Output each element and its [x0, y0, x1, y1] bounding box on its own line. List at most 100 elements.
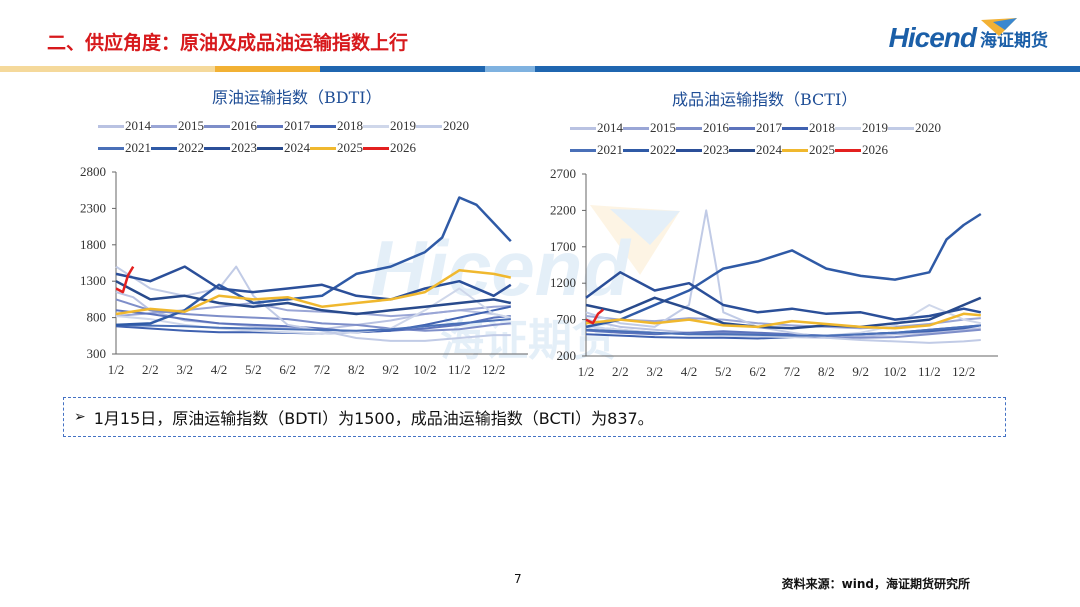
y-tick-label: 1300 — [80, 273, 106, 288]
series-line-2021 — [585, 324, 981, 337]
legend-label: 2023 — [231, 140, 257, 155]
series-line-2026 — [115, 265, 135, 294]
x-tick-label: 11/2 — [448, 362, 471, 377]
x-tick-label: 4/2 — [211, 362, 228, 377]
x-tick-label: 6/2 — [279, 362, 296, 377]
source-note: 资料来源：wind，海证期货研究所 — [781, 577, 970, 591]
legend-swatch — [204, 146, 230, 150]
series-line-2019 — [115, 287, 512, 335]
chart-bdti: 300 800 1300 1800 2300 2800 1/2 2/2 3/2 4/2 5/2 6/2… — [80, 164, 528, 377]
y-tick-label: 1700 — [550, 239, 576, 254]
legend-item-2021: 2021 — [570, 142, 623, 158]
legend-label: 2022 — [650, 142, 676, 157]
legend-item-2024: 2024 — [257, 140, 310, 156]
brand-name-en: Hicend — [888, 22, 977, 53]
x-tick-label: 1/2 — [108, 362, 125, 377]
series-line-2022 — [115, 196, 512, 327]
x-tick-label: 3/2 — [646, 364, 663, 379]
legend-item-2014: 2014 — [98, 118, 151, 134]
legend-label: 2020 — [915, 120, 941, 135]
legend-swatch — [151, 124, 177, 128]
legend-label: 2016 — [231, 118, 257, 133]
y-tick-label: 800 — [87, 310, 107, 325]
series-line-2024 — [585, 296, 982, 330]
series-line-2020 — [115, 265, 511, 342]
x-tick-label: 5/2 — [715, 364, 732, 379]
x-tick-label: 8/2 — [348, 362, 365, 377]
legend-label: 2023 — [703, 142, 729, 157]
legend-item-2025: 2025 — [782, 142, 835, 158]
legend-swatch — [782, 126, 808, 130]
legend-label: 2017 — [284, 118, 310, 133]
summary-note: ➢ 1月15日，原油运输指数（BDTI）为1500，成品油运输指数（BCTI）为… — [63, 397, 1006, 437]
legend-swatch — [570, 126, 596, 130]
legend-label: 2025 — [809, 142, 835, 157]
legend-item-2024: 2024 — [729, 142, 782, 158]
x-tick-label: 1/2 — [578, 364, 595, 379]
legend-swatch — [310, 124, 336, 128]
legend-swatch — [835, 126, 861, 130]
legend-label: 2021 — [125, 140, 151, 155]
legend-item-2017: 2017 — [729, 120, 782, 136]
summary-text: 1月15日，原油运输指数（BDTI）为1500，成品油运输指数（BCTI）为83… — [93, 409, 654, 428]
series-line-2025 — [115, 269, 512, 316]
legend-item-2017: 2017 — [257, 118, 310, 134]
y-tick-label: 2800 — [80, 164, 106, 179]
x-tick-label: 10/2 — [883, 364, 906, 379]
page-number: 7 — [514, 572, 522, 586]
y-tick-label: 2700 — [550, 166, 576, 181]
legend-swatch — [416, 124, 442, 128]
legend-swatch — [363, 124, 389, 128]
legend-item-2022: 2022 — [623, 142, 676, 158]
legend-swatch — [676, 126, 702, 130]
y-tick-label: 2200 — [550, 202, 576, 217]
x-tick-label: 5/2 — [245, 362, 262, 377]
x-tick-label: 4/2 — [681, 364, 698, 379]
x-tick-label: 10/2 — [413, 362, 436, 377]
legend-swatch — [835, 148, 861, 152]
legend-item-2025: 2025 — [310, 140, 363, 156]
legend-swatch — [204, 124, 230, 128]
brand-mark-icon — [980, 18, 1017, 36]
legend-label: 2018 — [809, 120, 835, 135]
legend-label: 2022 — [178, 140, 204, 155]
legend-bcti: 2014 2015 2016 2017 2018 2019 2020 2021 2022 2023… — [570, 117, 941, 161]
legend-item-2023: 2023 — [204, 140, 257, 156]
brand-logo: Hicend 海证期货 — [888, 18, 1048, 54]
legend-swatch — [676, 148, 702, 152]
legend-swatch — [363, 146, 389, 150]
legend-item-2020: 2020 — [416, 118, 469, 134]
legend-swatch — [98, 124, 124, 128]
x-tick-label: 6/2 — [749, 364, 766, 379]
x-tick-label: 2/2 — [612, 364, 629, 379]
series-line-2017 — [115, 309, 511, 334]
legend-item-2014: 2014 — [570, 120, 623, 136]
chart-bcti: 200 700 1200 1700 2200 2700 1/2 2/2 3/2 4/2 5/2 6/2… — [550, 166, 998, 379]
legend-swatch — [729, 126, 755, 130]
series-line-2015 — [585, 315, 981, 330]
legend-item-2019: 2019 — [363, 118, 416, 134]
x-tick-label: 9/2 — [382, 362, 399, 377]
legend-item-2015: 2015 — [151, 118, 204, 134]
legend-label: 2016 — [703, 120, 729, 135]
legend-label: 2026 — [390, 140, 416, 155]
legend-swatch — [310, 146, 336, 150]
legend-swatch — [257, 146, 283, 150]
legend-swatch — [151, 146, 177, 150]
x-tick-label: 12/2 — [482, 362, 505, 377]
legend-swatch — [98, 146, 124, 150]
legend-label: 2015 — [650, 120, 676, 135]
y-tick-label: 700 — [557, 312, 577, 327]
y-tick-label: 2300 — [80, 200, 106, 215]
legend-item-2026: 2026 — [363, 140, 416, 156]
legend-label: 2014 — [597, 120, 623, 135]
y-tick-label: 1200 — [550, 275, 576, 290]
series-line-2021 — [115, 318, 511, 332]
legend-item-2020: 2020 — [888, 120, 941, 136]
series-line-2024 — [115, 280, 512, 316]
y-tick-label: 1800 — [80, 237, 106, 252]
legend-swatch — [570, 148, 596, 152]
legend-swatch — [729, 148, 755, 152]
series-line-2023 — [585, 271, 982, 321]
legend-item-2018: 2018 — [310, 118, 363, 134]
